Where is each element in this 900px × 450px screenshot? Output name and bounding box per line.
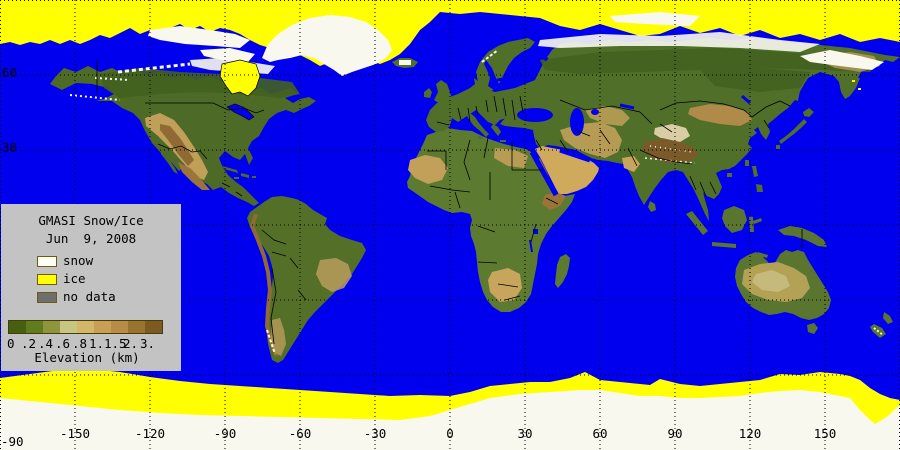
elevation-tick: .6 [55, 336, 71, 351]
elevation-cell [26, 321, 43, 333]
hudson-bay-ice [219, 59, 861, 97]
lat-label: 30 [2, 140, 18, 155]
lon-label: 90 [667, 426, 683, 441]
elevation-tick: .8 [72, 336, 88, 351]
water-overlay-layer [226, 50, 840, 253]
lat-label: -90 [1, 434, 24, 449]
elevation-cell [111, 321, 128, 333]
elevation-ticks: 0 .2 .4 .6 .8 1. 1.5 2. 3. [1, 337, 181, 350]
legend-item-snow: snow [1, 254, 181, 267]
ice-label: ice [63, 271, 86, 286]
elevation-label: Elevation (km) [34, 350, 140, 365]
elevation-colorbar [8, 320, 163, 334]
lon-label: 150 [813, 426, 837, 441]
elevation-cell [60, 321, 77, 333]
nodata-swatch [37, 292, 57, 303]
elevation-tick: .4 [38, 336, 54, 351]
lon-label: 60 [592, 426, 608, 441]
legend-date: Jun 9, 2008 [45, 231, 137, 246]
lon-label: -120 [134, 426, 166, 441]
elevation-tick: 3. [140, 336, 156, 351]
elevation-cell [145, 321, 162, 333]
elevation-cell [77, 321, 94, 333]
elevation-cell [9, 321, 26, 333]
lon-label: 0 [446, 426, 454, 441]
elevation-tick: 2. [123, 336, 139, 351]
lon-label: -90 [213, 426, 237, 441]
lon-label: -30 [363, 426, 387, 441]
nodata-label: no data [63, 289, 116, 304]
elevation-tick: 1.5 [104, 336, 127, 351]
elevation-cell [43, 321, 60, 333]
ice-swatch [37, 274, 57, 285]
lon-label: 120 [738, 426, 762, 441]
snow-label: snow [63, 253, 94, 268]
elevation-cell [128, 321, 145, 333]
elevation-tick: 1. [89, 336, 105, 351]
elevation-tick: 0 [7, 336, 15, 351]
legend-title: GMASI Snow/Ice [38, 213, 144, 228]
lon-label: -150 [59, 426, 91, 441]
legend-item-nodata: no data [1, 290, 181, 303]
lon-label: -60 [288, 426, 312, 441]
legend-panel: GMASI Snow/Ice Jun 9, 2008 snow ice no d… [1, 204, 181, 371]
borders-layer [96, 60, 803, 345]
snow-swatch [37, 256, 57, 267]
elevation-tick: .2 [21, 336, 37, 351]
legend-item-ice: ice [1, 272, 181, 285]
lat-label: 60 [2, 65, 18, 80]
lon-label: 30 [517, 426, 533, 441]
elevation-cell [94, 321, 111, 333]
